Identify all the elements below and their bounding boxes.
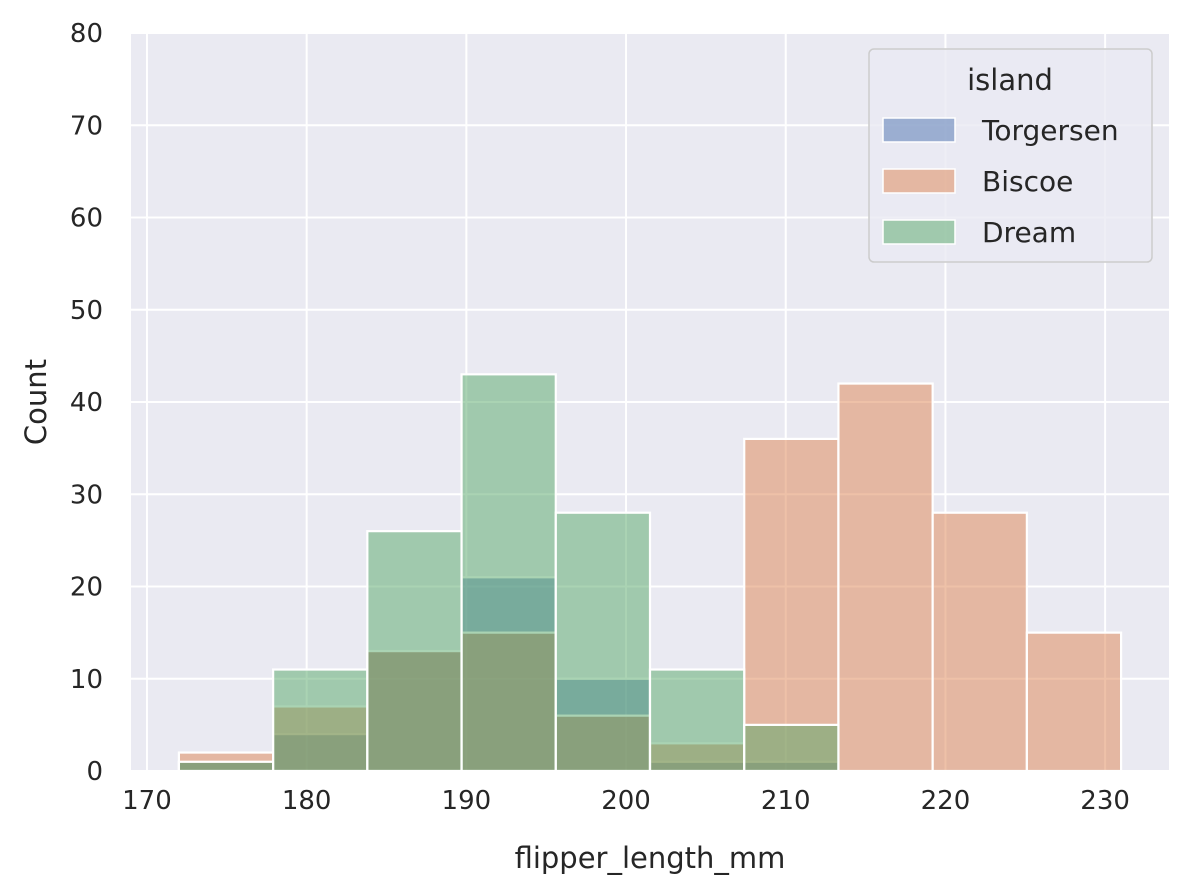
y-tick-label: 80	[70, 19, 103, 49]
bar-dream	[554, 511, 652, 773]
legend-swatch-torgersen	[882, 117, 956, 143]
y-tick-label: 20	[70, 573, 103, 603]
legend-swatch-biscoe	[882, 168, 956, 194]
y-tick-label: 0	[86, 757, 103, 787]
x-tick-labels: 170 180 190 200 210 220 230	[122, 786, 1130, 816]
legend-label-torgersen: Torgersen	[981, 114, 1119, 147]
legend-label-biscoe: Biscoe	[982, 165, 1073, 198]
y-tick-label: 10	[70, 665, 103, 695]
x-tick-label: 220	[921, 786, 971, 816]
bar-dream	[648, 668, 746, 773]
bar-biscoe	[743, 437, 840, 773]
bar-dream	[743, 723, 840, 773]
histogram-bars	[177, 373, 1123, 773]
y-tick-labels: 0 10 20 30 40 50 60 70 80	[70, 19, 103, 787]
legend-items: Torgersen Biscoe Dream	[882, 114, 1119, 249]
legend-frame	[868, 48, 1153, 263]
bar-dream	[177, 760, 275, 773]
x-tick-label: 170	[122, 786, 172, 816]
legend-title: island	[967, 63, 1053, 97]
legend-label-dream: Dream	[982, 216, 1076, 249]
bar-dream	[460, 373, 557, 773]
x-tick-label: 190	[442, 786, 492, 816]
y-tick-label: 70	[70, 111, 103, 141]
bar-dream	[272, 668, 369, 773]
bar-biscoe	[837, 382, 934, 773]
bar-dream	[366, 530, 463, 773]
y-tick-label: 50	[70, 296, 103, 326]
bar-biscoe	[1025, 631, 1123, 773]
x-axis-label: flipper_length_mm	[515, 841, 786, 875]
y-axis-label: Count	[19, 359, 53, 445]
y-tick-label: 40	[70, 388, 103, 418]
legend-swatch-dream	[882, 219, 956, 245]
x-tick-label: 230	[1080, 786, 1130, 816]
y-tick-label: 60	[70, 204, 103, 234]
y-tick-label: 30	[70, 480, 103, 510]
x-tick-label: 200	[601, 786, 651, 816]
x-tick-label: 180	[282, 786, 332, 816]
x-tick-label: 210	[761, 786, 811, 816]
bar-biscoe	[931, 511, 1028, 773]
legend: island Torgersen Biscoe Dream	[868, 48, 1153, 263]
